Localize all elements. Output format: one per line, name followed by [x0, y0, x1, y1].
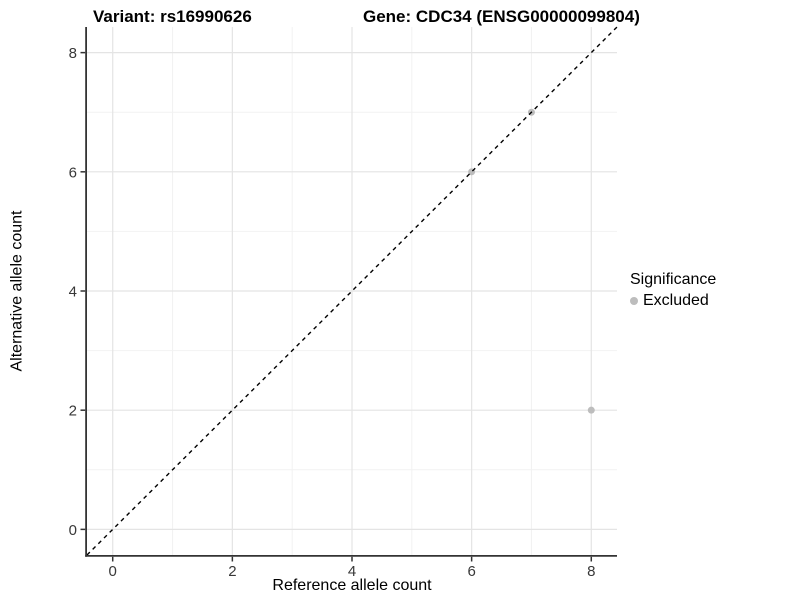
data-point	[587, 406, 595, 414]
y-axis-title: Alternative allele count	[8, 210, 26, 372]
chart-title-gene: Gene: CDC34 (ENSG00000099804)	[363, 7, 640, 26]
x-tick-label: 6	[467, 563, 475, 580]
x-axis-title: Reference allele count	[272, 577, 432, 594]
y-axis-title-box: Alternative allele count	[5, 27, 29, 555]
legend-item-label: Excluded	[643, 292, 709, 309]
x-tick-label: 2	[228, 563, 236, 580]
y-tick-label: 4	[69, 284, 77, 301]
y-tick-label: 0	[69, 522, 77, 539]
x-tick-label: 4	[348, 563, 356, 580]
legend: Significance Excluded	[630, 271, 716, 310]
excluded-point-icon	[630, 297, 638, 305]
legend-title: Significance	[630, 271, 717, 288]
x-tick-label: 0	[109, 563, 117, 580]
chart-title-variant: Variant: rs16990626	[93, 7, 252, 26]
y-tick-label: 2	[69, 403, 77, 420]
legend-item-excluded: Excluded	[630, 292, 716, 310]
x-tick-label: 8	[587, 563, 595, 580]
y-tick-label: 8	[69, 45, 77, 62]
y-tick-label: 6	[69, 164, 77, 181]
